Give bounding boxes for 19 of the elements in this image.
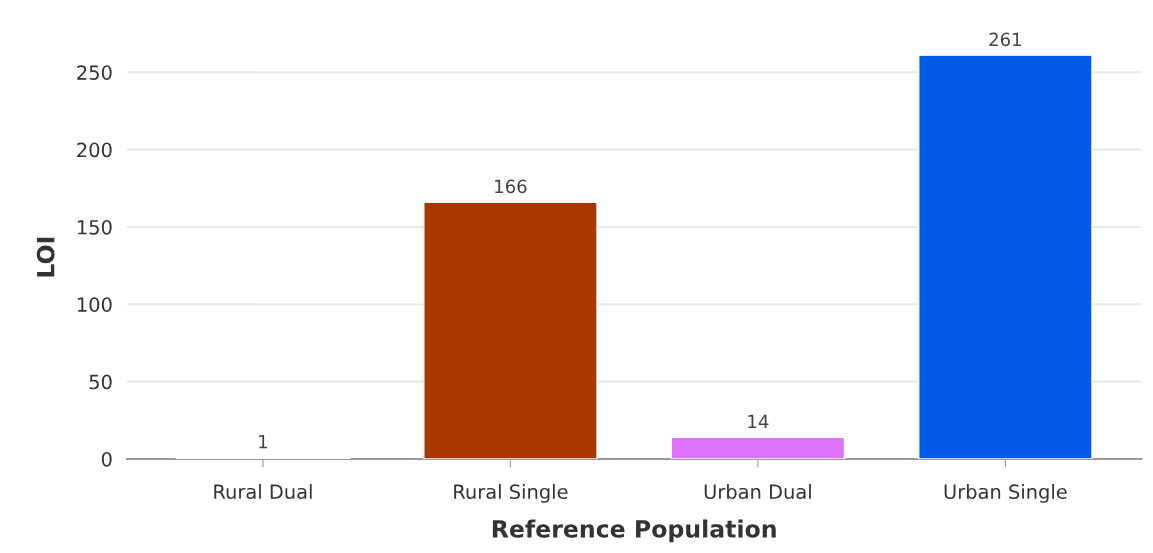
data-label: 166 [495,179,527,194]
y-tick-label: 100 [77,297,112,312]
bar [423,201,598,459]
y-tick-label: 50 [89,374,112,390]
x-tick-label: Rural Dual [214,483,312,500]
x-axis-title: Reference Population [492,519,776,543]
x-tick-label: Rural Single [454,483,568,503]
data-label: 261 [989,32,1021,47]
data-label: 1 [259,434,268,449]
x-tick-label: Urban Dual [704,483,811,500]
y-tick-label: 250 [77,65,112,80]
y-tick-label: 150 [77,219,112,235]
y-tick-label: 0 [101,451,112,467]
bar [918,55,1093,459]
bar [670,436,846,459]
data-label: 14 [748,414,769,429]
y-axis-title: LOI [36,237,55,277]
y-tick-label: 200 [77,142,112,158]
x-tick-label: Urban Single [944,483,1067,503]
